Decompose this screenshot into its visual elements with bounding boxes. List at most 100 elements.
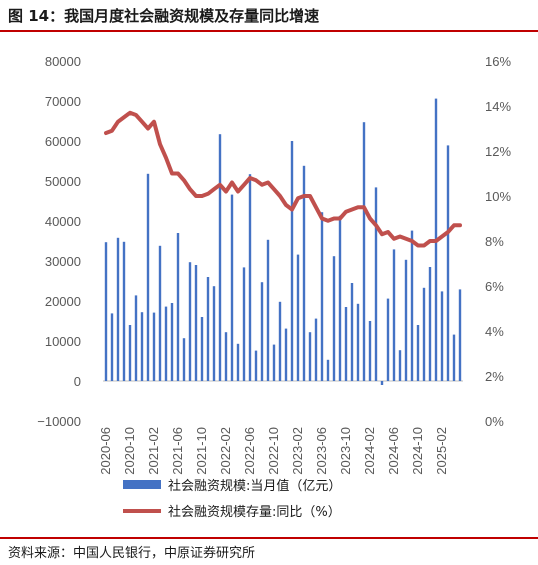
y-right-tick-label: 4% xyxy=(485,324,504,339)
y-right-tick-label: 6% xyxy=(485,279,504,294)
y-left-tick-label: 60000 xyxy=(45,134,81,149)
x-tick-label: 2025-02 xyxy=(434,427,449,475)
y-right-tick-label: 14% xyxy=(485,99,511,114)
bar xyxy=(110,313,114,381)
bar xyxy=(362,122,366,381)
bar xyxy=(104,242,108,381)
x-tick-label: 2022-02 xyxy=(218,427,233,475)
y-right-tick-label: 16% xyxy=(485,54,511,69)
bar xyxy=(296,254,300,381)
bar xyxy=(140,312,144,381)
y-left-tick-label: 30000 xyxy=(45,254,81,269)
bar xyxy=(242,267,246,381)
bar xyxy=(338,215,342,381)
bar xyxy=(446,145,450,381)
y-right-tick-label: 12% xyxy=(485,144,511,159)
bar xyxy=(200,317,204,381)
growth-line xyxy=(104,110,462,248)
source-note: 资料来源：中国人民银行，中原证券研究所 xyxy=(8,546,256,561)
x-tick-label: 2023-06 xyxy=(314,427,329,475)
x-tick-label: 2021-02 xyxy=(146,427,161,475)
bar xyxy=(416,325,420,381)
bar xyxy=(128,325,132,381)
y-left-tick-label: −10000 xyxy=(37,414,81,429)
legend-bar-label: 社会融资规模:当月值（亿元） xyxy=(168,478,341,494)
y-right-tick-label: 2% xyxy=(485,369,504,384)
bar-series xyxy=(104,98,462,385)
bar xyxy=(218,134,222,381)
legend-bar-swatch xyxy=(123,480,161,489)
bar xyxy=(374,187,378,381)
bar xyxy=(326,359,330,381)
x-tick-label: 2023-02 xyxy=(290,427,305,475)
y-left-tick-label: 50000 xyxy=(45,174,81,189)
bar xyxy=(386,298,390,381)
x-tick-label: 2020-06 xyxy=(98,427,113,475)
bar xyxy=(458,289,462,381)
bar xyxy=(320,212,324,381)
bar xyxy=(272,344,276,381)
bar xyxy=(314,318,318,381)
bar xyxy=(332,256,336,381)
x-tick-label: 2021-06 xyxy=(170,427,185,475)
figure-title: 图 14：我国月度社会融资规模及存量同比增速 xyxy=(8,7,320,25)
legend-line-label: 社会融资规模存量:同比（%） xyxy=(168,504,341,520)
chart-axes: −10000 0 10000 20000 30000 40000 50000 60000 700… xyxy=(37,54,511,475)
bar xyxy=(290,141,294,381)
bar xyxy=(134,295,138,381)
bar xyxy=(260,282,264,381)
bar xyxy=(308,332,312,381)
bar xyxy=(356,303,360,381)
source-rule xyxy=(0,537,538,539)
y-right-tick-label: 8% xyxy=(485,234,504,249)
bar xyxy=(380,381,384,385)
bar xyxy=(236,343,240,381)
bar xyxy=(152,312,156,381)
bar xyxy=(182,338,186,381)
y-left-tick-label: 20000 xyxy=(45,294,81,309)
bar xyxy=(122,241,126,381)
y-left-tick-label: 80000 xyxy=(45,54,81,69)
bar xyxy=(248,174,252,381)
bar xyxy=(452,334,456,381)
y-right-tick-label: 0% xyxy=(485,414,504,429)
x-tick-label: 2024-02 xyxy=(362,427,377,475)
bar xyxy=(344,307,348,381)
x-tick-label: 2021-10 xyxy=(194,427,209,475)
y-right-tick-label: 10% xyxy=(485,189,511,204)
bar xyxy=(146,173,150,381)
bar xyxy=(254,350,258,381)
bar xyxy=(368,321,372,381)
bar xyxy=(350,283,354,381)
bar xyxy=(410,230,414,381)
bar xyxy=(206,277,210,381)
bar xyxy=(440,291,444,381)
bar xyxy=(302,165,306,381)
chart: −10000 0 10000 20000 30000 40000 50000 60000 700… xyxy=(37,54,511,520)
bar xyxy=(188,262,192,381)
title-rule xyxy=(0,30,538,32)
bar xyxy=(428,267,432,381)
bar xyxy=(278,301,282,381)
bar xyxy=(176,233,180,381)
bar xyxy=(164,306,168,381)
y-left-tick-label: 40000 xyxy=(45,214,81,229)
bar xyxy=(392,249,396,381)
bar xyxy=(224,332,228,381)
bar xyxy=(398,350,402,381)
x-tick-label: 2022-06 xyxy=(242,427,257,475)
bar xyxy=(158,245,162,381)
figure-header: 图 14：我国月度社会融资规模及存量同比增速 xyxy=(0,0,538,30)
x-tick-label: 2024-10 xyxy=(410,427,425,475)
y-left-tick-label: 10000 xyxy=(45,334,81,349)
bar xyxy=(116,237,120,381)
bar xyxy=(284,328,288,381)
bar xyxy=(404,259,408,381)
line-series xyxy=(104,110,462,248)
legend: 社会融资规模:当月值（亿元） 社会融资规模存量:同比（%） xyxy=(123,478,341,520)
x-tick-label: 2022-10 xyxy=(266,427,281,475)
x-tick-label: 2024-06 xyxy=(386,427,401,475)
x-tick-label: 2023-10 xyxy=(338,427,353,475)
bar xyxy=(422,287,426,381)
y-left-tick-label: 0 xyxy=(74,374,81,389)
